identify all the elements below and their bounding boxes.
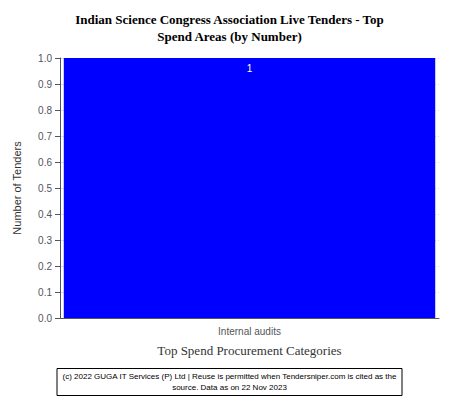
svg-text:source. Data as on 22 Nov 2023: source. Data as on 22 Nov 2023 — [172, 383, 287, 392]
svg-text:Internal audits: Internal audits — [218, 326, 281, 337]
svg-text:0.9: 0.9 — [38, 79, 52, 90]
svg-text:0.0: 0.0 — [38, 313, 52, 324]
svg-text:Spend Areas (by Number): Spend Areas (by Number) — [157, 29, 302, 44]
svg-text:0.7: 0.7 — [38, 131, 52, 142]
svg-text:0.8: 0.8 — [38, 105, 52, 116]
svg-text:0.4: 0.4 — [38, 209, 52, 220]
svg-text:1.0: 1.0 — [38, 53, 52, 64]
svg-text:0.3: 0.3 — [38, 235, 52, 246]
svg-text:0.5: 0.5 — [38, 183, 52, 194]
svg-text:0.2: 0.2 — [38, 261, 52, 272]
svg-text:0.1: 0.1 — [38, 287, 52, 298]
svg-text:Number of Tenders: Number of Tenders — [11, 141, 23, 235]
svg-text:(c) 2022 GUGA IT Services (P): (c) 2022 GUGA IT Services (P) Ltd | Reus… — [63, 372, 397, 381]
svg-text:Indian Science Congress Associ: Indian Science Congress Association Live… — [75, 12, 384, 27]
svg-text:1: 1 — [247, 63, 253, 74]
svg-text:0.6: 0.6 — [38, 157, 52, 168]
svg-text:Top Spend Procurement Categori: Top Spend Procurement Categories — [157, 343, 341, 358]
